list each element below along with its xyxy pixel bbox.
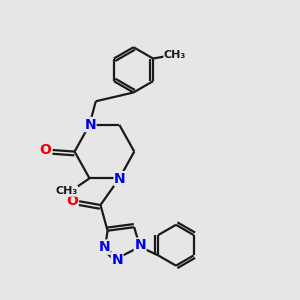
Text: N: N bbox=[114, 172, 126, 186]
Text: N: N bbox=[98, 240, 110, 254]
Text: N: N bbox=[134, 238, 146, 252]
Text: N: N bbox=[111, 253, 123, 267]
Text: O: O bbox=[40, 143, 52, 157]
Text: N: N bbox=[84, 118, 96, 131]
Text: CH₃: CH₃ bbox=[56, 186, 78, 196]
Text: CH₃: CH₃ bbox=[164, 50, 186, 60]
Text: O: O bbox=[66, 194, 78, 208]
